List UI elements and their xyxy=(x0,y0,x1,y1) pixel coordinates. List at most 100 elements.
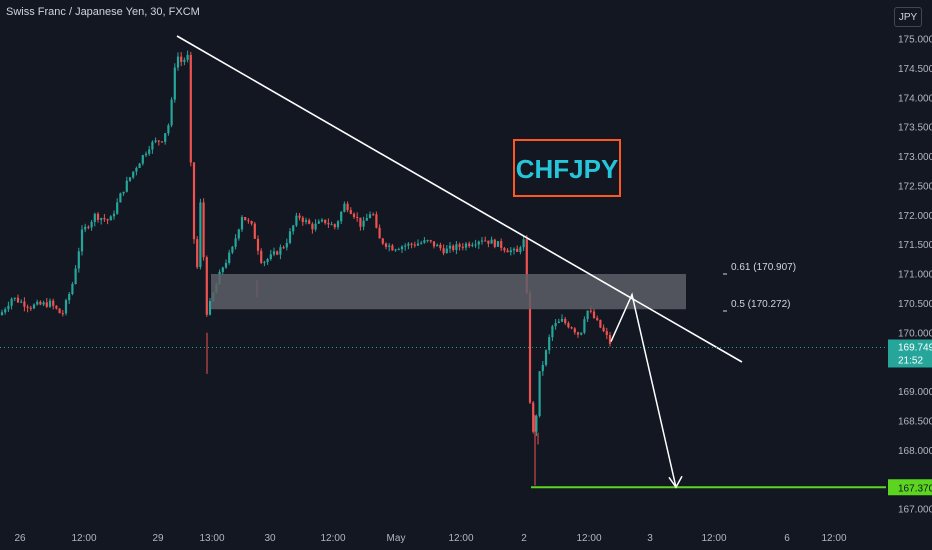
current-price-tag xyxy=(888,339,932,368)
candle-body xyxy=(276,251,279,255)
candle-body xyxy=(442,248,445,254)
candle-body xyxy=(116,202,119,214)
candle-body xyxy=(135,167,138,172)
candle-body xyxy=(573,328,576,333)
y-tick-label: 172.500 xyxy=(898,181,932,192)
candle-body xyxy=(509,250,512,253)
candle-body xyxy=(535,415,538,432)
x-axis[interactable]: 26 12:00 29 13:00 30 12:00 May 12:00 2 12:00 3 12:0… xyxy=(14,533,847,544)
candle-body xyxy=(586,310,589,320)
candle-body xyxy=(592,311,596,319)
y-tick-label: 167.000 xyxy=(898,505,932,516)
candle-body xyxy=(314,223,317,230)
candle-body xyxy=(400,246,404,250)
fib-label: 0.5 (170.272) xyxy=(731,299,791,310)
candle-body xyxy=(87,226,90,228)
candle-body xyxy=(420,242,423,244)
candle-body xyxy=(84,226,87,230)
fib-levels: 0.61 (170.907) 0.5 (170.272) xyxy=(723,262,796,312)
candle-body xyxy=(58,308,61,314)
projection-path[interactable] xyxy=(610,292,677,488)
candle-body xyxy=(557,321,560,323)
candle-body xyxy=(266,259,269,262)
candle-body xyxy=(365,218,368,221)
candle-body xyxy=(468,243,471,247)
candle-body xyxy=(80,229,84,252)
candle-body xyxy=(391,245,394,251)
candle-body xyxy=(512,248,516,251)
candle-body xyxy=(378,227,381,239)
x-tick-label: 30 xyxy=(264,533,276,544)
candle-body xyxy=(343,203,346,212)
candle-body xyxy=(160,141,164,143)
candle-body xyxy=(429,240,432,242)
candle-body xyxy=(375,214,378,228)
candle-body xyxy=(346,203,349,211)
candle-body xyxy=(292,225,295,232)
candle-body xyxy=(464,243,468,248)
candle-body xyxy=(564,318,567,324)
candle-body xyxy=(74,268,77,284)
candle-body xyxy=(176,56,180,68)
candle-body xyxy=(605,331,608,336)
candle-body xyxy=(448,245,452,249)
candle-body xyxy=(576,332,580,335)
candle-body xyxy=(247,220,250,222)
candle-body xyxy=(234,238,237,247)
candle-body xyxy=(240,217,244,230)
fib-label: 0.61 (170.907) xyxy=(731,262,796,273)
candle-body xyxy=(13,297,16,299)
candle-body xyxy=(471,244,474,247)
candle-body xyxy=(525,239,528,294)
annotation-box xyxy=(513,139,621,197)
candle-body xyxy=(413,244,416,246)
candles-layer xyxy=(0,50,612,486)
y-tick-label: 174.000 xyxy=(898,93,932,104)
candle-body xyxy=(10,298,13,306)
candle-body xyxy=(269,254,272,260)
candle-body xyxy=(544,350,548,365)
candle-body xyxy=(516,248,519,252)
y-axis[interactable]: 175.000 174.500 174.000 173.500 173.000 172.5… xyxy=(898,35,932,516)
candle-body xyxy=(528,293,532,403)
candle-body xyxy=(522,239,525,248)
x-tick-label: 12:00 xyxy=(320,533,345,544)
candle-body xyxy=(186,54,189,60)
countdown-value: 21:52 xyxy=(898,355,923,366)
candle-body xyxy=(244,217,247,221)
y-tick-label: 171.000 xyxy=(898,270,932,281)
y-tick-label: 174.500 xyxy=(898,64,932,75)
currency-button[interactable]: JPY xyxy=(894,7,922,27)
candle-body xyxy=(42,302,45,305)
candle-body xyxy=(432,241,436,247)
x-tick-label: 2 xyxy=(521,533,527,544)
candle-body xyxy=(295,215,298,226)
candle-body xyxy=(7,305,10,310)
descending-trendline[interactable] xyxy=(176,35,743,363)
candle-body xyxy=(71,283,74,295)
candle-body xyxy=(493,239,496,247)
candle-body xyxy=(298,215,301,218)
candle-body xyxy=(599,319,602,328)
candle-body xyxy=(570,327,573,329)
candle-body xyxy=(439,244,442,249)
candle-body xyxy=(324,219,327,224)
candle-body xyxy=(4,309,7,313)
candle-body xyxy=(132,171,135,178)
candle-body xyxy=(608,335,612,344)
chfjpy-annotation[interactable]: CHFJPY xyxy=(513,139,621,197)
candle-body xyxy=(349,210,352,214)
candle-body xyxy=(359,217,362,227)
price-tags: 169.749 21:52 167.370 xyxy=(888,339,932,496)
candle-body xyxy=(138,163,141,168)
candle-body xyxy=(180,56,183,62)
resistance-zone[interactable] xyxy=(211,274,686,310)
candle-body xyxy=(77,251,80,269)
candle-body xyxy=(596,318,599,320)
candle-body xyxy=(567,323,570,328)
candle-body xyxy=(256,238,260,251)
candle-body xyxy=(560,318,564,322)
candle-body xyxy=(151,141,154,150)
candle-body xyxy=(173,67,176,100)
